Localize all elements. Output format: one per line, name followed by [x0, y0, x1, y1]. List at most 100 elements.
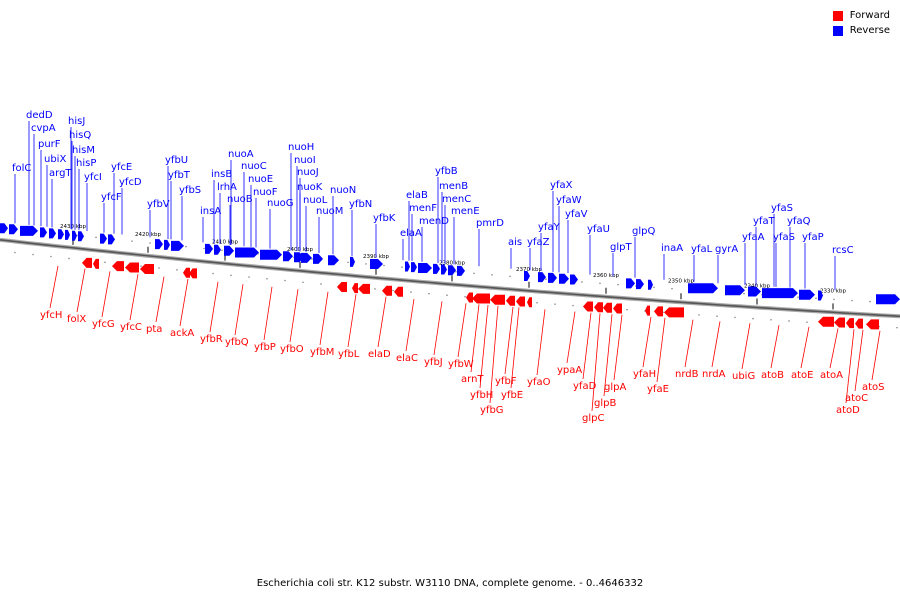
forward-gene-leader	[470, 304, 480, 373]
forward-gene-leader	[479, 304, 489, 389]
track-dot	[869, 300, 871, 303]
reverse-gene-label: yfaU	[587, 224, 610, 235]
forward-gene-leader	[129, 274, 139, 321]
forward-gene-label: nrdB	[675, 369, 699, 380]
forward-gene-arrow	[183, 267, 190, 278]
kbp-tick-label: 2370 kbp	[516, 267, 542, 273]
forward-gene-leader	[854, 329, 864, 392]
track-dot	[797, 296, 799, 298]
reverse-gene-label: nuoL	[303, 195, 328, 206]
track-dot	[473, 272, 475, 275]
track-dot	[347, 261, 349, 264]
reverse-gene-label: yfaL	[691, 244, 713, 255]
forward-gene-label: pta	[146, 324, 162, 335]
track-dot	[554, 303, 556, 305]
forward-gene-leader	[656, 317, 666, 383]
reverse-gene-label: lrhA	[217, 182, 237, 193]
track-dot	[770, 319, 772, 321]
reverse-gene-label: hisQ	[69, 130, 91, 141]
forward-gene-leader	[457, 303, 467, 358]
forward-gene-arrow	[866, 319, 879, 330]
forward-gene-arrow	[394, 286, 403, 297]
reverse-gene-label: yfaS	[771, 203, 793, 214]
forward-gene-label: yfbL	[338, 349, 360, 360]
forward-gene-leader	[49, 265, 59, 309]
track-dot	[671, 287, 673, 290]
reverse-gene-arrow	[636, 279, 644, 290]
forward-gene-leader	[642, 316, 652, 368]
forward-gene-label: yfbH	[470, 390, 493, 401]
reverse-gene-arrow	[260, 249, 282, 260]
track-dot	[806, 321, 808, 323]
track-dot	[617, 283, 619, 286]
kbp-tick-label: 2350 kbp	[668, 278, 694, 284]
reverse-gene-label: nuoG	[267, 198, 294, 209]
forward-gene-leader	[263, 286, 273, 341]
reverse-gene-label: yfaY	[538, 222, 561, 233]
track-dot	[176, 269, 178, 271]
reverse-swatch	[832, 25, 843, 36]
forward-gene-leader	[433, 301, 443, 356]
reverse-gene-arrow	[205, 243, 213, 254]
reverse-gene-label: menB	[439, 181, 468, 192]
forward-gene-label: glpB	[594, 398, 616, 409]
reverse-gene-label: pmrD	[476, 218, 504, 229]
reverse-gene-arrow	[448, 265, 456, 276]
reverse-gene-label: menC	[442, 194, 471, 205]
forward-gene-arrow	[82, 257, 92, 268]
reverse-gene-label: yfbB	[435, 166, 458, 177]
forward-gene-label: yfbG	[480, 405, 504, 416]
forward-gene-arrow	[516, 296, 525, 307]
reverse-gene-label: insA	[200, 206, 221, 217]
forward-gene-label: atoE	[791, 370, 814, 381]
reverse-gene-label: nuoI	[294, 155, 316, 166]
reverse-gene-label: yfaW	[556, 195, 582, 206]
reverse-gene-label: nuoH	[288, 142, 314, 153]
legend: Forward Reverse	[832, 8, 890, 38]
forward-gene-arrow	[834, 317, 845, 328]
track-dot	[158, 267, 160, 269]
track-dot	[50, 255, 52, 258]
forward-gene-label: yfaO	[527, 377, 551, 388]
forward-gene-leader	[405, 299, 415, 352]
reverse-gene-arrow	[155, 239, 163, 250]
track-dot	[284, 279, 286, 282]
forward-gene-arrow	[352, 283, 358, 294]
forward-gene-label: yfbR	[200, 334, 223, 345]
forward-gene-arrow	[654, 306, 663, 317]
track-dot	[14, 251, 16, 254]
forward-gene-leader	[289, 289, 299, 343]
forward-gene-label: yfcH	[40, 310, 62, 321]
forward-gene-label: yfbJ	[424, 357, 443, 368]
track-dot	[203, 247, 205, 250]
reverse-gene-arrow	[648, 279, 653, 290]
reverse-gene-label: yfcD	[119, 177, 142, 188]
reverse-gene-label: folC	[12, 163, 31, 174]
reverse-gene-label: menF	[409, 203, 437, 214]
track-dot	[149, 242, 151, 244]
forward-gene-label: atoA	[820, 370, 843, 381]
forward-gene-arrow	[490, 294, 505, 305]
forward-gene-label: yfbP	[254, 342, 276, 353]
forward-gene-arrow	[664, 307, 684, 318]
track-dot	[212, 272, 214, 275]
forward-gene-arrow	[472, 293, 490, 304]
reverse-gene-arrow	[570, 274, 578, 285]
reverse-gene-label: yfaX	[550, 180, 573, 191]
track-dot	[320, 283, 322, 285]
forward-gene-arrow	[603, 302, 612, 313]
reverse-gene-arrow	[164, 239, 170, 250]
reverse-gene-label: dedD	[26, 110, 53, 121]
reverse-gene-label: nuoB	[227, 194, 253, 205]
reverse-gene-label: yfaZ	[527, 237, 550, 248]
forward-gene-label: nrdA	[702, 369, 726, 380]
track-dot	[455, 270, 457, 273]
forward-gene-leader	[489, 305, 499, 404]
forward-gene-leader	[566, 311, 576, 364]
forward-gene-leader	[829, 328, 839, 369]
reverse-gene-arrow	[108, 234, 115, 245]
track-dot	[401, 266, 403, 268]
track-dot	[896, 326, 898, 329]
forward-gene-arrow	[583, 301, 593, 312]
forward-gene-arrow	[358, 283, 370, 294]
